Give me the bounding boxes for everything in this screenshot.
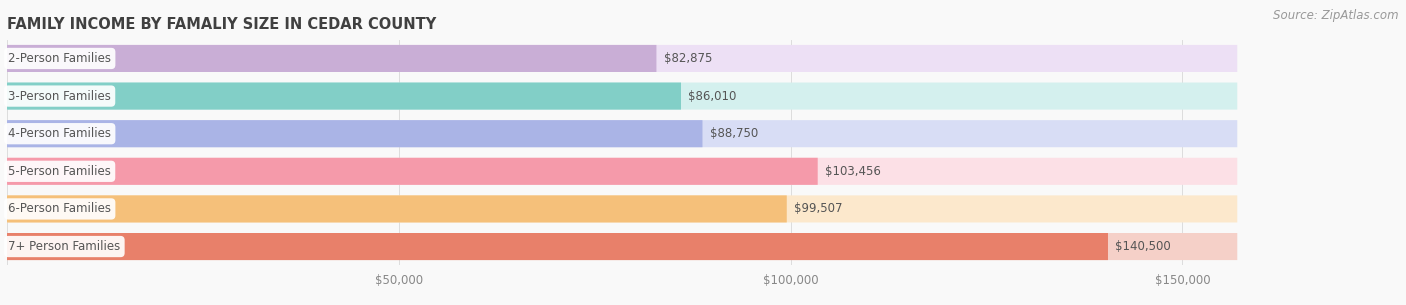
FancyBboxPatch shape <box>7 158 818 185</box>
FancyBboxPatch shape <box>7 120 703 147</box>
Text: $140,500: $140,500 <box>1115 240 1171 253</box>
Text: Source: ZipAtlas.com: Source: ZipAtlas.com <box>1274 9 1399 22</box>
FancyBboxPatch shape <box>7 45 657 72</box>
FancyBboxPatch shape <box>7 233 1237 260</box>
FancyBboxPatch shape <box>7 233 1108 260</box>
Text: 4-Person Families: 4-Person Families <box>8 127 111 140</box>
Text: $86,010: $86,010 <box>689 90 737 102</box>
FancyBboxPatch shape <box>7 196 787 222</box>
Text: 6-Person Families: 6-Person Families <box>8 203 111 215</box>
Text: $88,750: $88,750 <box>710 127 758 140</box>
FancyBboxPatch shape <box>7 83 681 109</box>
Text: FAMILY INCOME BY FAMALIY SIZE IN CEDAR COUNTY: FAMILY INCOME BY FAMALIY SIZE IN CEDAR C… <box>7 16 436 31</box>
Text: 5-Person Families: 5-Person Families <box>8 165 111 178</box>
FancyBboxPatch shape <box>7 120 1237 147</box>
Text: 2-Person Families: 2-Person Families <box>8 52 111 65</box>
Text: $103,456: $103,456 <box>825 165 882 178</box>
Text: 7+ Person Families: 7+ Person Families <box>8 240 121 253</box>
FancyBboxPatch shape <box>7 45 1237 72</box>
Text: 3-Person Families: 3-Person Families <box>8 90 111 102</box>
FancyBboxPatch shape <box>7 158 1237 185</box>
Text: $82,875: $82,875 <box>664 52 713 65</box>
Text: $99,507: $99,507 <box>794 203 842 215</box>
FancyBboxPatch shape <box>7 196 1237 222</box>
FancyBboxPatch shape <box>7 83 1237 109</box>
